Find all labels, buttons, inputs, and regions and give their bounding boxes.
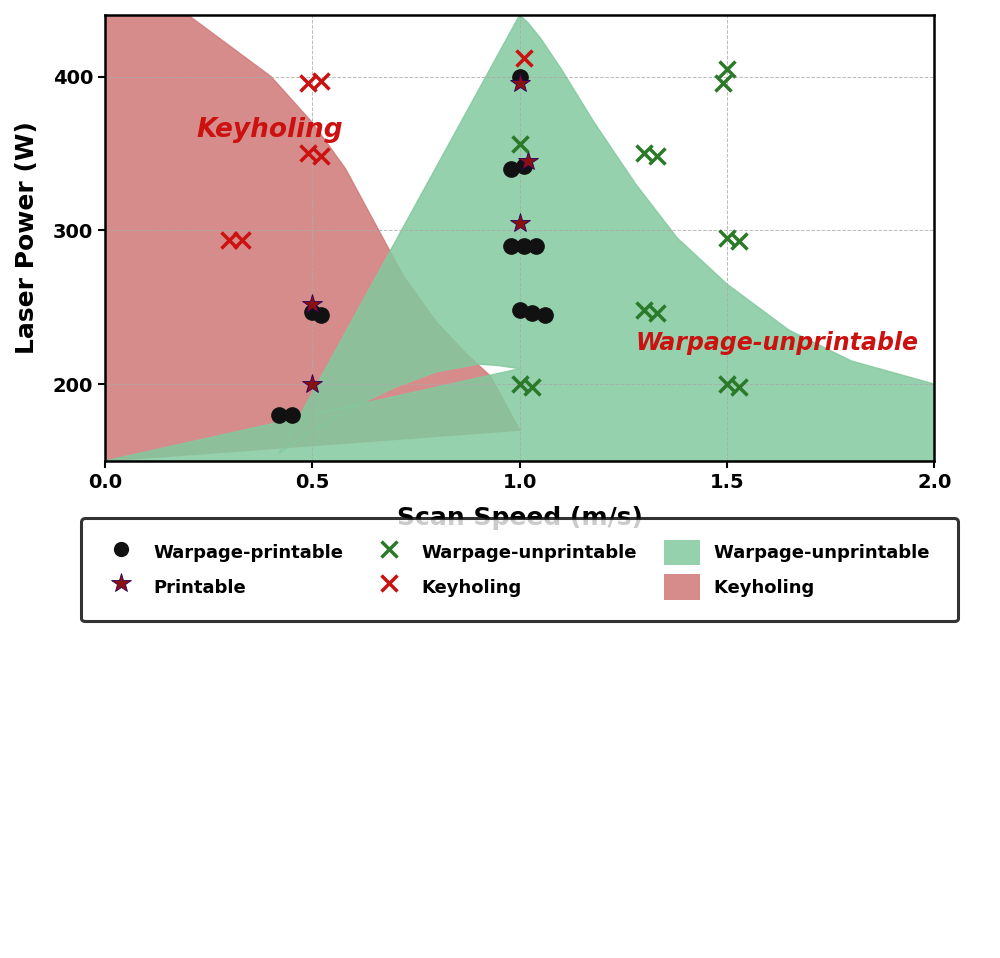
Text: Keyholing: Keyholing (196, 117, 343, 144)
Y-axis label: Laser Power (W): Laser Power (W) (15, 122, 39, 354)
Polygon shape (105, 15, 934, 461)
Text: Warpage-unprintable: Warpage-unprintable (636, 331, 919, 354)
Legend: Warpage-printable, Printable, Warpage-unprintable, Keyholing, Warpage-unprintabl: Warpage-printable, Printable, Warpage-un… (81, 518, 958, 622)
Polygon shape (105, 15, 520, 461)
X-axis label: Scan Speed (m/s): Scan Speed (m/s) (397, 506, 643, 530)
